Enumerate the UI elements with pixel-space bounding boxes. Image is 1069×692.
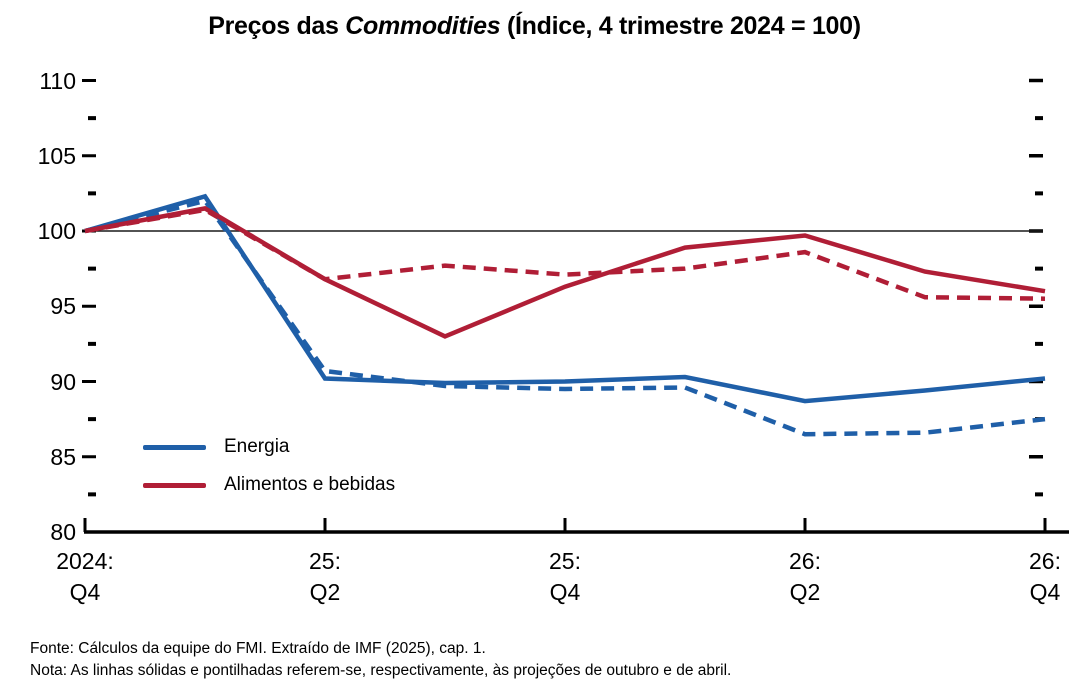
legend-swatch-energia <box>143 444 206 450</box>
chart-title-italic: Commodities <box>345 12 501 40</box>
series-line-alimentos-e-bebidas-proje-o-de-outubro <box>84 206 1046 339</box>
methodology-note: Nota: As linhas sólidas e pontilhadas re… <box>30 662 732 679</box>
legend-item-alimentos: Alimentos e bebidas <box>143 466 395 504</box>
x-axis-label: 26: Q2 <box>789 548 821 605</box>
y-axis-label: 85 <box>50 443 76 470</box>
y-axis-label: 105 <box>37 142 76 169</box>
x-axis-label: 26: Q4 <box>1029 548 1061 605</box>
series-line-energia-proje-o-de-outubro <box>84 193 1046 404</box>
x-axis-label: 25: Q2 <box>309 548 341 605</box>
legend-label-energia: Energia <box>224 436 290 457</box>
x-axis-label: 25: Q4 <box>549 548 581 605</box>
chart-legend: Energia Alimentos e bebidas <box>143 428 395 504</box>
chart-title-suffix: (Índice, 4 trimestre 2024 = 100) <box>500 12 861 40</box>
chart-title-prefix: Preços das <box>208 12 346 40</box>
y-axis-label: 80 <box>50 519 76 545</box>
y-axis-label: 95 <box>50 293 76 320</box>
y-axis-label: 110 <box>39 67 76 94</box>
legend-label-alimentos: Alimentos e bebidas <box>224 474 396 495</box>
source-note: Fonte: Cálculos da equipe do FMI. Extraí… <box>30 640 486 657</box>
x-axis-label: 2024: Q4 <box>56 548 114 605</box>
legend-swatch-alimentos <box>143 482 206 488</box>
chart-title: Preços das Commodities (Índice, 4 trimes… <box>0 12 1069 41</box>
y-axis-label: 100 <box>37 218 76 244</box>
chart-footnotes: Fonte: Cálculos da equipe do FMI. Extraí… <box>30 638 731 682</box>
y-axis-label: 90 <box>50 368 76 395</box>
legend-item-energia: Energia <box>143 428 395 466</box>
